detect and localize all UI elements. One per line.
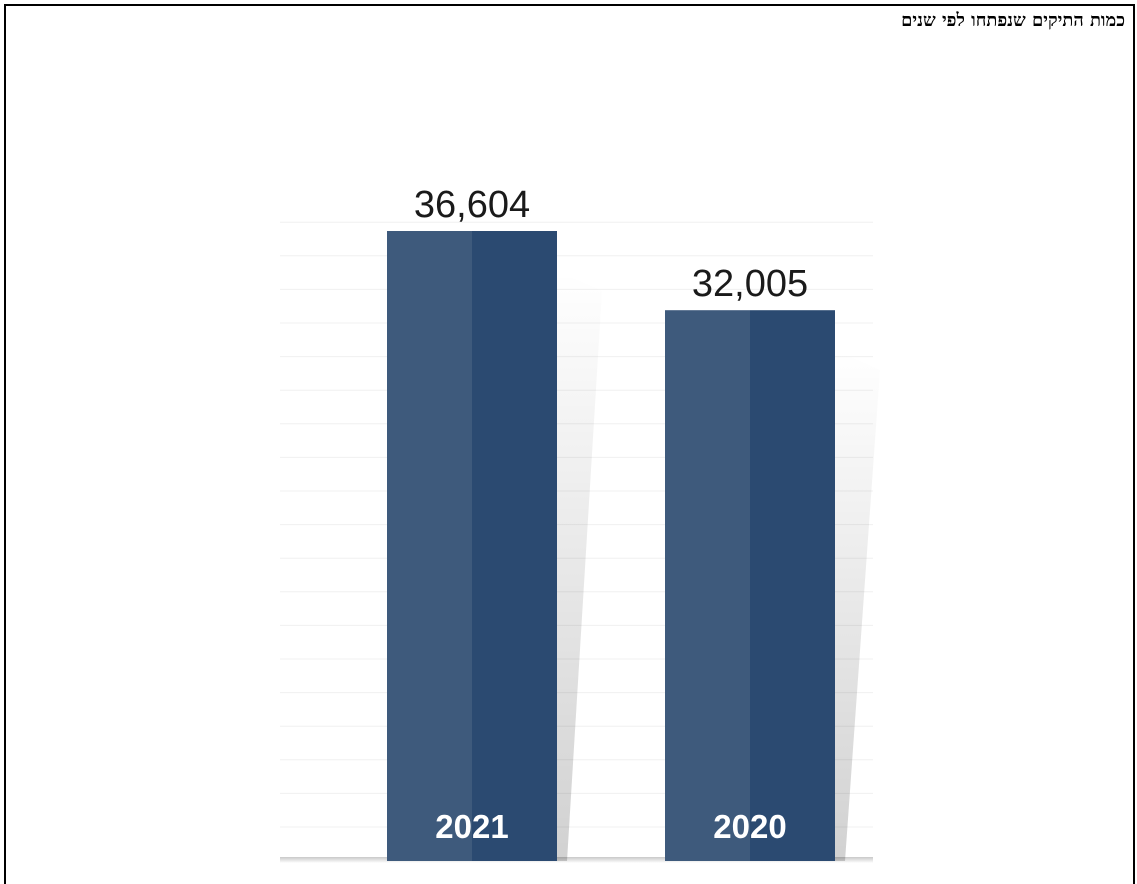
chart-frame: כמות התיקים שנפתחו לפי שנים: [4, 4, 1135, 884]
bar-shadows: [557, 271, 880, 861]
bar-2021-right: [472, 231, 557, 861]
category-label-2020: 2020: [713, 808, 786, 845]
bar-shadow: [835, 350, 880, 861]
category-label-2021: 2021: [435, 808, 508, 845]
bars: [387, 231, 835, 861]
value-label-2020: 32,005: [692, 263, 808, 305]
bar-shadow: [557, 271, 602, 861]
bar-2020-right: [750, 310, 835, 861]
labels: 36,604 2021 32,005 2020: [414, 184, 808, 845]
bar-2021-left: [387, 231, 472, 861]
chart-title: כמות התיקים שנפתחו לפי שנים: [901, 10, 1125, 31]
chart-floor: [280, 857, 873, 863]
bar-2020-left: [665, 310, 750, 861]
value-label-2021: 36,604: [414, 184, 530, 226]
